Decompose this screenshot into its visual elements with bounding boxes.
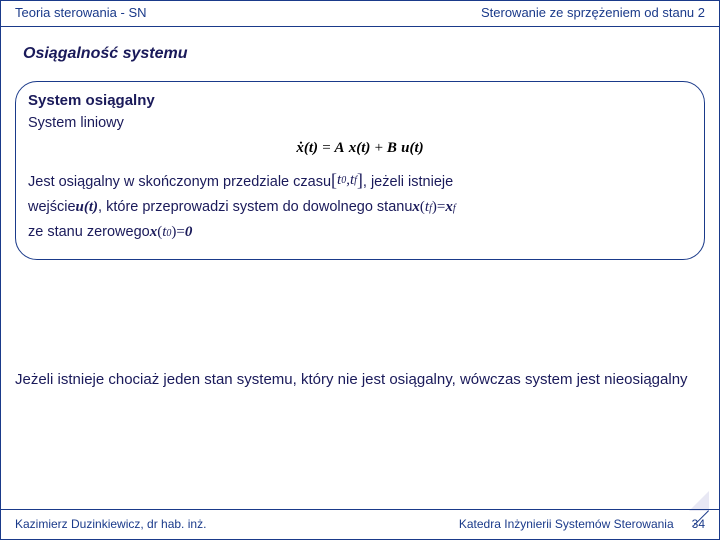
p3-zero: 0 [185,221,193,244]
footer-left: Kazimierz Duzinkiewicz, dr hab. inż. [15,517,206,531]
p2-u: u(t) [76,196,99,219]
bottom-paragraph: Jeżeli istnieje chociaż jeden stan syste… [15,369,705,391]
slide: Teoria sterowania - SN Sterowanie ze spr… [0,0,720,540]
para-1: Jest osiągalny w skończonym przedziale c… [28,167,692,194]
header-right: Sterowanie ze sprzężeniem od stanu 2 [481,5,705,20]
p2-text-a: wejście [28,197,76,219]
state-equation: ẋ(t) = A x(t) + B u(t) [28,137,692,157]
eq-ut: u(t) [401,140,424,156]
box-subheading: System liniowy [28,113,692,135]
eq-xdot: ẋ(t) [296,140,318,156]
eq-A: A [334,140,344,156]
page-number: 34 [692,517,705,531]
footer-right-group: Katedra Inżynierii Systemów Sterowania 3… [459,517,705,531]
eq-B: B [387,140,397,156]
p3-x: x [150,221,158,244]
eq-xt: x(t) [349,140,371,156]
p2-xf-sub: f [453,201,456,216]
header: Teoria sterowania - SN Sterowanie ze spr… [1,1,719,27]
page-curl-icon [687,489,709,511]
p2-text-b: , które przeprowadzi system do dowolnego… [98,197,412,219]
box-heading: System osiągalny [28,92,692,109]
definition-box: System osiągalny System liniowy ẋ(t) = … [15,81,705,260]
p3-text-a: ze stanu zerowego [28,222,150,244]
p1-text-b: , jeżeli istnieje [363,172,453,194]
header-left: Teoria sterowania - SN [15,5,147,20]
p1-text-a: Jest osiągalny w skończonym przedziale c… [28,172,331,194]
eq-plus: + [375,140,387,156]
footer-right: Katedra Inżynierii Systemów Sterowania [459,517,674,531]
interval: [ t 0 , t f ] [331,167,363,194]
p2-xf: x [445,196,453,219]
section-title: Osiągalność systemu [1,27,719,75]
footer: Kazimierz Duzinkiewicz, dr hab. inż. Kat… [1,509,719,539]
para-3: ze stanu zerowego x ( t 0 ) = 0 [28,221,692,244]
p3-eq: = [176,221,184,244]
p2-x: x [412,196,420,219]
eq-equals: = [322,140,334,156]
para-2: wejście u(t) , które przeprowadzi system… [28,196,692,219]
